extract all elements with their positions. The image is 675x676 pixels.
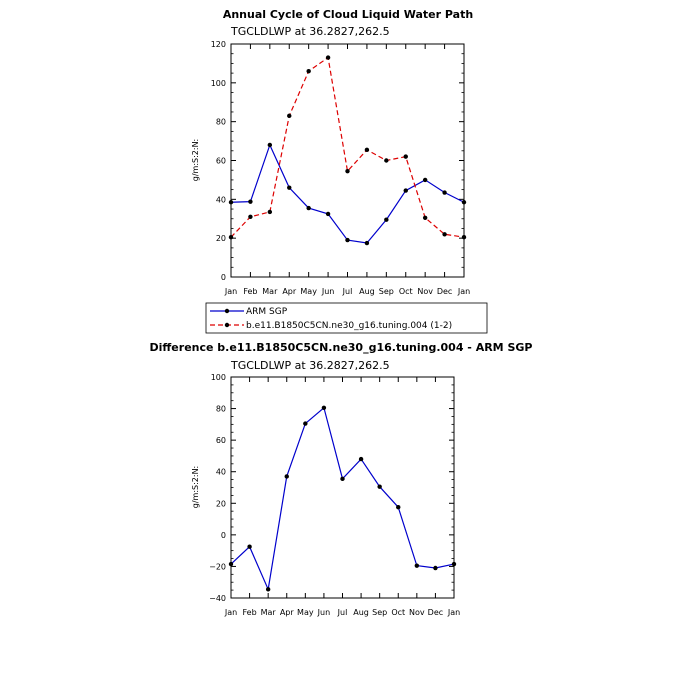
chart1-plot-frame — [230, 43, 465, 278]
chart2-ylabel: g/m:S:2:N: — [191, 466, 200, 509]
chart1-legend: ARM SGP b.e11.B1850C5CN.ne30_g16.tuning.… — [205, 302, 488, 334]
chart2-series-0-point — [358, 456, 364, 462]
chart2-xtick-label: Jul — [337, 608, 348, 617]
chart1-series-1-point — [306, 68, 311, 74]
chart1-series-1-point — [422, 215, 428, 220]
chart1-series-0-point — [384, 217, 389, 222]
chart2-ytick-label: 80 — [216, 405, 226, 414]
chart2-ytick-label: 100 — [211, 373, 226, 382]
chart2-xtick-label: Feb — [242, 608, 256, 617]
chart1-xtick-label: Dec — [437, 287, 452, 296]
chart1-xtick-label: Sep — [379, 287, 394, 296]
chart1-series-1-point — [287, 113, 292, 119]
chart1-series-0-point — [422, 177, 428, 183]
chart1-series-line-0 — [230, 143, 465, 244]
chart2-xtick-label: Dec — [428, 608, 443, 617]
chart2-series-0-point — [396, 505, 401, 510]
chart2-series-line-0 — [230, 406, 455, 592]
chart2-xtick-label: Nov — [409, 608, 425, 617]
chart1-series-0-point — [287, 185, 292, 190]
chart2-series-0-point — [433, 565, 438, 571]
chart1-series-0-point — [325, 211, 331, 217]
chart1-series-0-point — [442, 190, 447, 195]
chart1-ytick-label: 120 — [211, 40, 226, 49]
chart1-ytick-label: 0 — [221, 273, 226, 282]
chart1-series-0-point — [345, 237, 350, 243]
chart2-xtick-label: Jan — [447, 608, 460, 617]
chart2-xtick-label: Sep — [372, 608, 387, 617]
chart1-ytick-label: 80 — [216, 118, 226, 127]
chart2-series-0-point — [414, 563, 420, 568]
chart1-series-0-point — [267, 142, 273, 148]
chart2-series-0-point — [377, 484, 382, 489]
chart2-xtick-label: Jun — [317, 608, 331, 617]
chart1-xtick-label: Nov — [417, 287, 433, 296]
legend-marker-model — [224, 322, 230, 328]
chart1-subtitle: TGCLDLWP at 36.2827,262.5 — [230, 25, 390, 38]
chart2-xtick-label: Jan — [224, 608, 237, 617]
chart1-xtick-label: Jul — [342, 287, 353, 296]
chart2-title: Difference b.e11.B1850C5CN.ne30_g16.tuni… — [150, 341, 533, 354]
chart2-series-0-point — [284, 474, 289, 479]
chart-annual-cycle: Annual Cycle of Cloud Liquid Water Path … — [191, 8, 488, 334]
chart2-subtitle: TGCLDLWP at 36.2827,262.5 — [230, 359, 390, 372]
chart2-xtick-label: Aug — [353, 608, 369, 617]
legend-label-arm-sgp: ARM SGP — [246, 307, 288, 317]
chart2-ytick-label: 20 — [216, 499, 226, 508]
chart2-xtick-label: Mar — [261, 608, 277, 617]
chart1-series-0-point — [403, 188, 408, 193]
chart1-series-1-point — [403, 154, 408, 159]
chart1-xtick-label: Jan — [224, 287, 237, 296]
chart1-xtick-label: Jan — [457, 287, 470, 296]
chart1-xtick-label: Oct — [399, 287, 413, 296]
chart1-series-1-point — [364, 147, 370, 153]
chart1-series-1-point — [345, 168, 350, 174]
chart1-series-1-point — [442, 232, 447, 237]
chart2-series-0-point — [247, 544, 252, 549]
chart1-xtick-label: Aug — [359, 287, 375, 296]
chart2-xtick-label: May — [297, 608, 314, 617]
chart1-series-0-point — [306, 205, 311, 211]
chart1-title: Annual Cycle of Cloud Liquid Water Path — [223, 8, 473, 21]
chart1-series-line-1 — [230, 56, 465, 238]
chart2-ytick-label: −40 — [209, 594, 226, 603]
chart1-series-1-point — [267, 209, 273, 215]
chart2-xtick-label: Oct — [391, 608, 405, 617]
legend-label-model: b.e11.B1850C5CN.ne30_g16.tuning.004 (1-2… — [246, 321, 452, 331]
chart1-series-0-point — [364, 240, 370, 246]
chart2-ytick-label: −20 — [209, 562, 226, 571]
chart-difference: Difference b.e11.B1850C5CN.ne30_g16.tuni… — [150, 341, 533, 617]
chart2-ytick-label: 0 — [221, 531, 226, 540]
chart2-series-0-point — [303, 421, 308, 426]
chart2-series-0-point — [340, 476, 345, 482]
chart1-series-0-point — [248, 199, 253, 204]
chart2-ytick-label: 60 — [216, 436, 226, 445]
chart1-xtick-label: Apr — [282, 287, 297, 296]
legend-box — [205, 302, 488, 334]
chart1-xtick-label: May — [300, 287, 317, 296]
chart2-xtick-label: Apr — [280, 608, 295, 617]
chart1-xtick-label: Jun — [321, 287, 335, 296]
chart1-ytick-label: 100 — [211, 79, 226, 88]
chart1-series-1-point — [248, 214, 253, 220]
chart2-series-0-point — [321, 405, 327, 410]
chart1-xtick-label: Feb — [243, 287, 257, 296]
chart1-ylabel: g/m:S:2:N: — [191, 139, 200, 182]
chart2-ytick-label: 40 — [216, 468, 226, 477]
chart1-series-1-point — [384, 158, 389, 163]
chart2-series-0-point — [265, 587, 271, 592]
chart1-ytick-label: 20 — [216, 234, 226, 243]
chart1-ytick-label: 40 — [216, 195, 226, 204]
chart1-ytick-label: 60 — [216, 157, 226, 166]
chart2-plot-frame — [230, 376, 455, 599]
chart1-xtick-label: Mar — [262, 287, 278, 296]
chart1-series-1-point — [325, 55, 331, 60]
legend-marker-arm-sgp — [224, 308, 230, 314]
